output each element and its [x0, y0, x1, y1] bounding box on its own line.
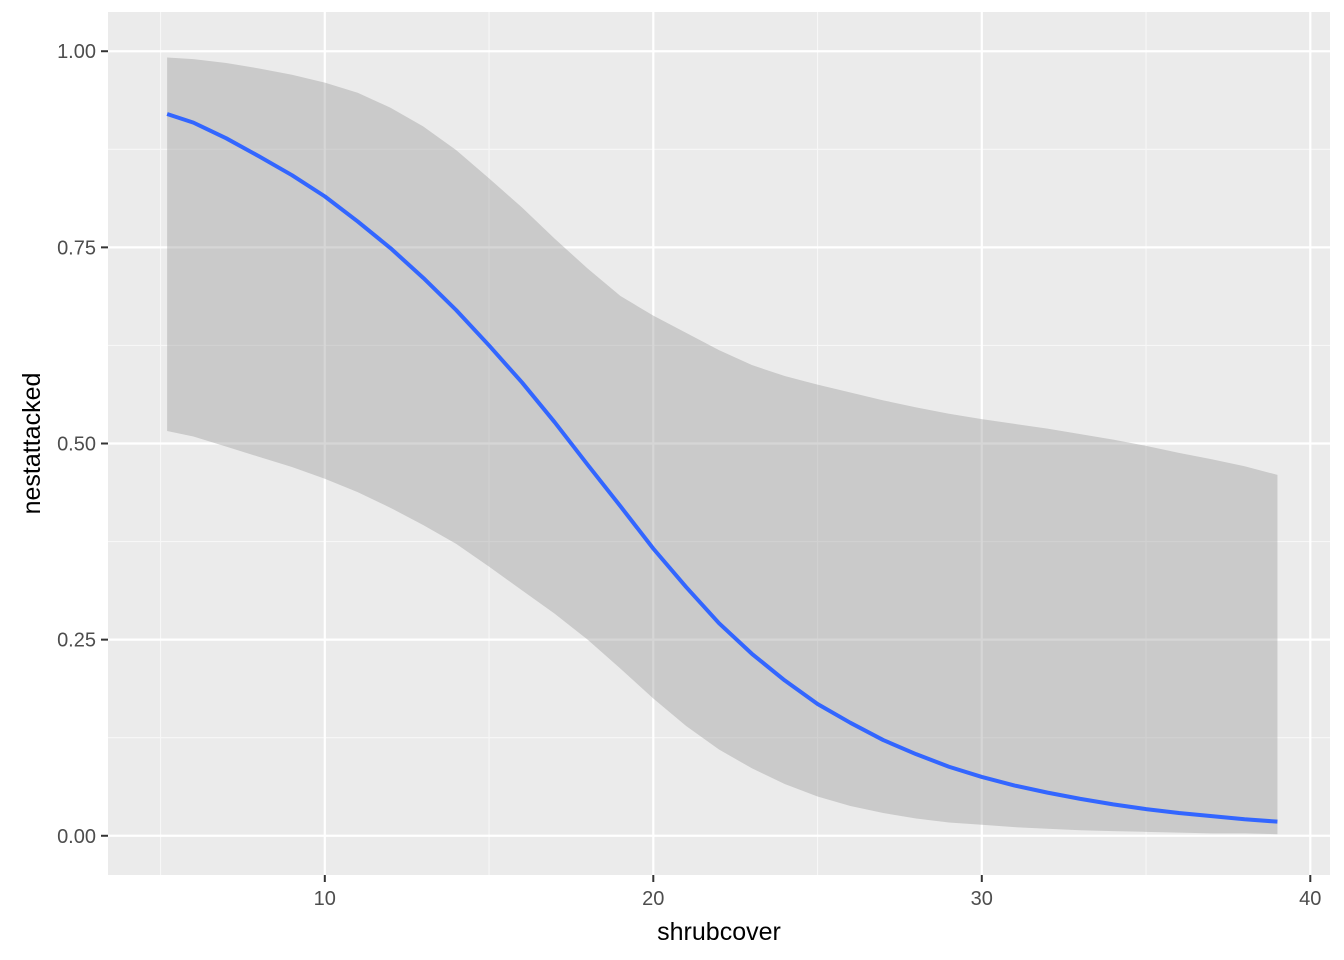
x-tick-label: 30 [971, 888, 993, 910]
x-tick-label: 20 [642, 888, 664, 910]
y-tick-label: 0.25 [57, 630, 96, 652]
x-tick-label: 10 [314, 888, 336, 910]
y-tick-label: 1.00 [57, 41, 96, 63]
fitted-line [166, 112, 1278, 824]
x-axis-ticks: 10 20 30 40 [314, 875, 1321, 910]
x-axis-title: shrubcover [657, 918, 781, 946]
confidence-ribbon [167, 57, 1278, 835]
major-grid [108, 12, 1330, 875]
y-tick-label: 0.75 [57, 237, 96, 259]
y-axis-title: nestattacked [18, 373, 46, 515]
y-tick-label: 0.50 [57, 434, 96, 456]
x-tick-label: 40 [1299, 888, 1321, 910]
y-axis-ticks: 0.00 0.25 0.50 0.75 1.00 [57, 41, 108, 848]
y-tick-label: 0.00 [57, 826, 96, 848]
